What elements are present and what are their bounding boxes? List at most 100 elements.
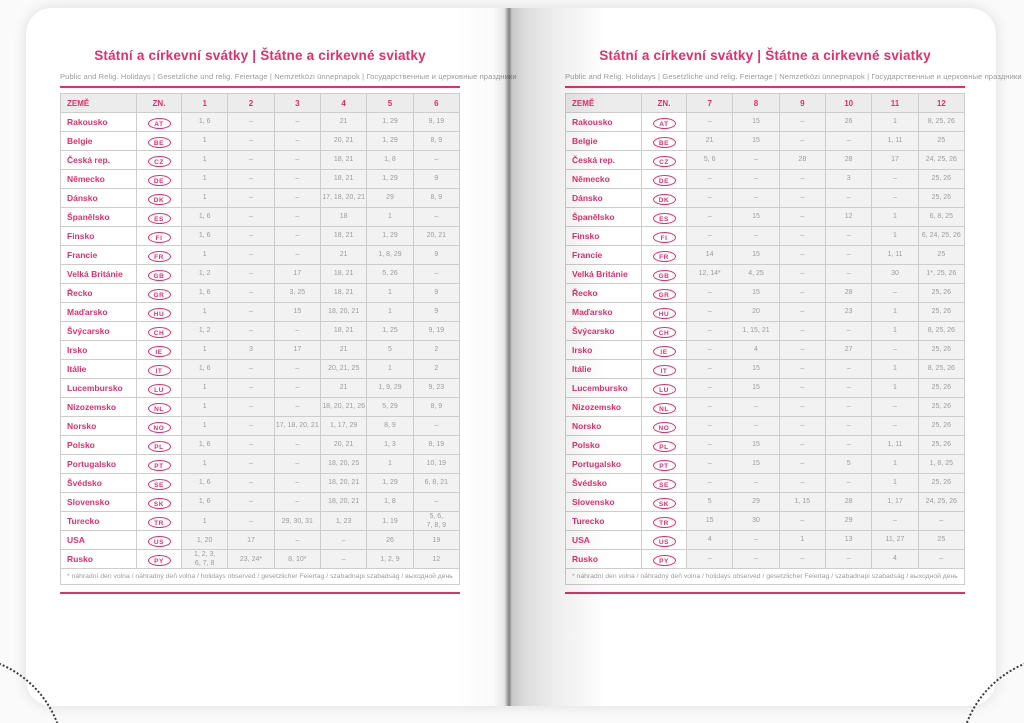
country-code-badge: PL xyxy=(147,441,171,452)
country-name-cell: Česká rep. xyxy=(60,150,137,170)
holiday-dates-cell: – xyxy=(685,112,734,132)
holiday-dates-cell: 18, 21 xyxy=(319,283,368,303)
holiday-dates-cell: – xyxy=(273,359,321,379)
holiday-dates-cell: 1 xyxy=(180,150,229,170)
holiday-dates-cell: – xyxy=(273,131,321,151)
holiday-dates-cell: 1, 17, 29 xyxy=(319,416,368,436)
country-row: Finsko FI 1, 6– –18, 21 1, 29 20, 21 xyxy=(60,226,461,246)
holiday-dates-cell: 1 xyxy=(366,359,414,379)
page-title: Státní a církevní svátky | Štátne a cirk… xyxy=(94,48,426,63)
holiday-dates-cell: 25 xyxy=(917,530,966,550)
column-header: 2 xyxy=(227,93,275,113)
country-code-cell: IT xyxy=(136,359,182,379)
country-name-cell: Norsko xyxy=(60,416,137,436)
holiday-dates-cell: – xyxy=(778,321,826,341)
holiday-dates-cell: 5 xyxy=(366,340,414,360)
holiday-dates-cell: – xyxy=(824,549,873,569)
country-name-cell: Španělsko xyxy=(60,207,137,227)
country-name-cell: Slovensko xyxy=(565,492,642,512)
country-row: Norsko NO 1–17, 18, 20, 21 1, 17, 29 8, 9– xyxy=(60,416,461,436)
country-code-cell: DK xyxy=(641,188,687,208)
holiday-dates-cell: – xyxy=(778,359,826,379)
holiday-dates-cell: 9 xyxy=(412,283,461,303)
country-code-badge: AT xyxy=(652,118,676,129)
country-code-badge: ES xyxy=(652,213,676,224)
holiday-dates-cell: 1 xyxy=(366,283,414,303)
country-row: Norsko NO – – – – –25, 26 xyxy=(565,416,966,436)
country-code-badge: PY xyxy=(652,555,676,566)
holiday-dates-cell: 1, 2, 9 xyxy=(366,549,414,570)
country-name-cell: Řecko xyxy=(60,283,137,303)
country-row: Lucembursko LU –15– –1 25, 26 xyxy=(565,378,966,398)
holiday-dates-cell: – xyxy=(273,245,321,265)
column-header: 5 xyxy=(366,93,414,113)
holiday-dates-cell: 1 xyxy=(180,510,229,532)
country-code-badge: US xyxy=(147,536,171,548)
country-row: Turecko TR 1–29, 30, 31 1, 23 1, 19 5, 6, 7, … xyxy=(60,510,461,532)
holiday-dates-cell: 1*, 25, 26 xyxy=(917,264,966,284)
holiday-dates-cell: 18 xyxy=(319,207,368,227)
holiday-dates-cell: – xyxy=(273,397,321,417)
header-row: ZEMĚ ZN. 7 8 9 10 11 12 xyxy=(565,93,966,113)
holiday-dates-cell: 23, 24* xyxy=(227,549,275,570)
holiday-dates-cell: – xyxy=(685,435,734,455)
holiday-dates-cell: – xyxy=(778,549,826,569)
holiday-dates-cell: 1 xyxy=(180,397,229,417)
country-code-cell: GB xyxy=(641,264,687,284)
holiday-dates-cell: – xyxy=(778,435,826,455)
holiday-dates-cell: – xyxy=(824,435,873,455)
right-page: Státní a církevní svátky | Štátne a cirk… xyxy=(512,8,1022,706)
country-code-cell: PY xyxy=(136,549,182,570)
holiday-dates-cell: 8, 9 xyxy=(412,188,461,208)
country-code-cell: DE xyxy=(136,169,182,189)
country-row: Turecko TR 15 30–29– – xyxy=(565,511,966,531)
holiday-dates-cell: – xyxy=(824,226,873,246)
country-code-badge: PT xyxy=(652,460,676,471)
holiday-dates-cell: 18, 21 xyxy=(319,321,368,341)
holiday-dates-cell: 1 xyxy=(180,378,229,398)
holiday-dates-cell: 1, 6 xyxy=(180,283,229,303)
holiday-dates-cell: – xyxy=(227,397,275,417)
country-name-cell: Německo xyxy=(60,169,137,189)
holiday-dates-cell: 30 xyxy=(871,264,919,284)
country-code-badge: SK xyxy=(147,498,171,509)
country-code-cell: CH xyxy=(136,321,182,341)
holiday-dates-cell: – xyxy=(778,169,826,189)
holiday-dates-cell: 1, 6 xyxy=(180,207,229,227)
holiday-dates-cell: – xyxy=(778,207,826,227)
holiday-dates-cell: – xyxy=(685,188,734,208)
holiday-dates-cell: – xyxy=(227,112,275,132)
country-code-badge: IE xyxy=(147,346,171,357)
holiday-dates-cell: – xyxy=(732,397,780,417)
holiday-dates-cell: 19 xyxy=(412,530,461,551)
holiday-dates-cell: – xyxy=(778,264,826,284)
country-name-cell: Švýcarsko xyxy=(60,321,137,341)
country-code-badge: SE xyxy=(652,479,676,490)
holiday-dates-cell: 28 xyxy=(778,150,826,170)
country-row: Španělsko ES –15–12 1 6, 8, 25 xyxy=(565,207,966,227)
holiday-dates-cell: 13 xyxy=(824,530,873,550)
holiday-dates-cell: 1, 29 xyxy=(366,169,414,189)
holiday-dates-cell: – xyxy=(871,283,919,303)
country-code-cell: NL xyxy=(641,397,687,417)
accent-rule-top xyxy=(60,86,460,88)
holiday-dates-cell: 18, 20, 21, 26 xyxy=(319,397,368,417)
country-code-cell: SK xyxy=(641,492,687,512)
holiday-dates-cell: 1, 2, 3, 6, 7, 8 xyxy=(180,549,229,570)
country-row: Rusko PY 1, 2, 3, 6, 7, 8 23, 24* 8, 10* –1, … xyxy=(60,549,461,570)
holiday-dates-cell: – xyxy=(778,112,826,132)
country-code-badge: CZ xyxy=(652,156,676,167)
column-header: 3 xyxy=(273,93,321,113)
country-row: Slovensko SK 5 29 1, 15 28 1, 17 24, 25, 26 xyxy=(565,492,966,512)
holiday-dates-cell: – xyxy=(824,473,873,493)
country-code-cell: NL xyxy=(136,397,182,417)
holiday-dates-cell: – xyxy=(685,549,734,569)
holiday-dates-cell: – xyxy=(273,492,321,512)
holiday-dates-cell: 1 xyxy=(871,302,919,322)
holiday-dates-cell: 1 xyxy=(871,226,919,246)
holiday-dates-cell: 20, 21 xyxy=(319,131,368,151)
holiday-dates-cell: – xyxy=(871,416,919,436)
holiday-dates-cell: – xyxy=(412,416,461,436)
holiday-dates-cell: 15 xyxy=(732,131,780,151)
holiday-dates-cell: 17 xyxy=(871,150,919,170)
